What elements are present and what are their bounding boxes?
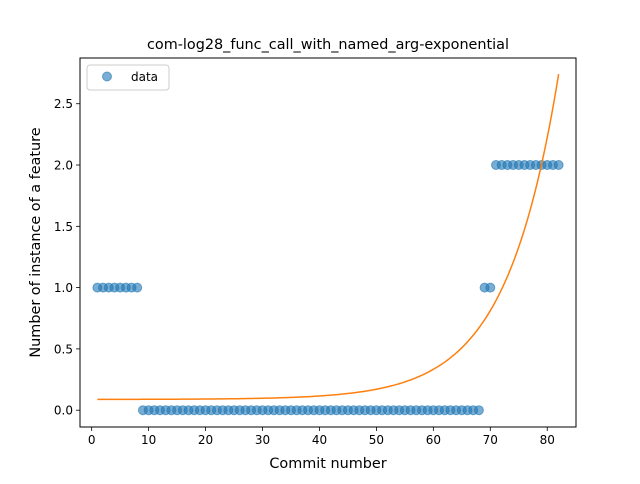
- x-tick-label: 20: [198, 433, 213, 447]
- x-tick-label: 0: [88, 433, 96, 447]
- y-tick-label: 2.0: [54, 159, 73, 173]
- legend-marker-data: [102, 71, 112, 82]
- x-axis: 0 10 20 30 40 50 60 70 80: [88, 427, 555, 447]
- legend-label-data: data: [131, 70, 158, 84]
- chart-title: com-log28_func_call_with_named_arg-expon…: [147, 37, 509, 53]
- plot-area: [92, 74, 564, 416]
- x-tick-label: 60: [426, 433, 441, 447]
- x-tick-label: 80: [540, 433, 555, 447]
- y-tick-label: 1.5: [54, 220, 73, 234]
- y-axis-label: Number of instance of a feature: [28, 127, 44, 357]
- x-tick-label: 40: [312, 433, 327, 447]
- y-tick-label: 1.0: [54, 281, 73, 295]
- x-tick-label: 30: [255, 433, 270, 447]
- x-axis-label: Commit number: [269, 456, 386, 472]
- data-point: [473, 405, 484, 416]
- axes-frame: [79, 57, 577, 428]
- x-tick-label: 50: [369, 433, 384, 447]
- y-tick-label: 0.5: [54, 342, 73, 356]
- legend: data: [86, 64, 170, 91]
- y-axis: 0.0 0.5 1.0 1.5 2.0 2.5: [54, 97, 80, 418]
- data-point: [485, 282, 496, 293]
- x-tick-label: 10: [141, 433, 156, 447]
- data-point: [553, 160, 564, 171]
- x-tick-label: 70: [483, 433, 498, 447]
- legend-box: [86, 64, 170, 91]
- y-tick-label: 2.5: [54, 97, 73, 111]
- data-point: [132, 282, 143, 293]
- y-tick-label: 0.0: [54, 404, 73, 418]
- fit-line: [97, 74, 560, 401]
